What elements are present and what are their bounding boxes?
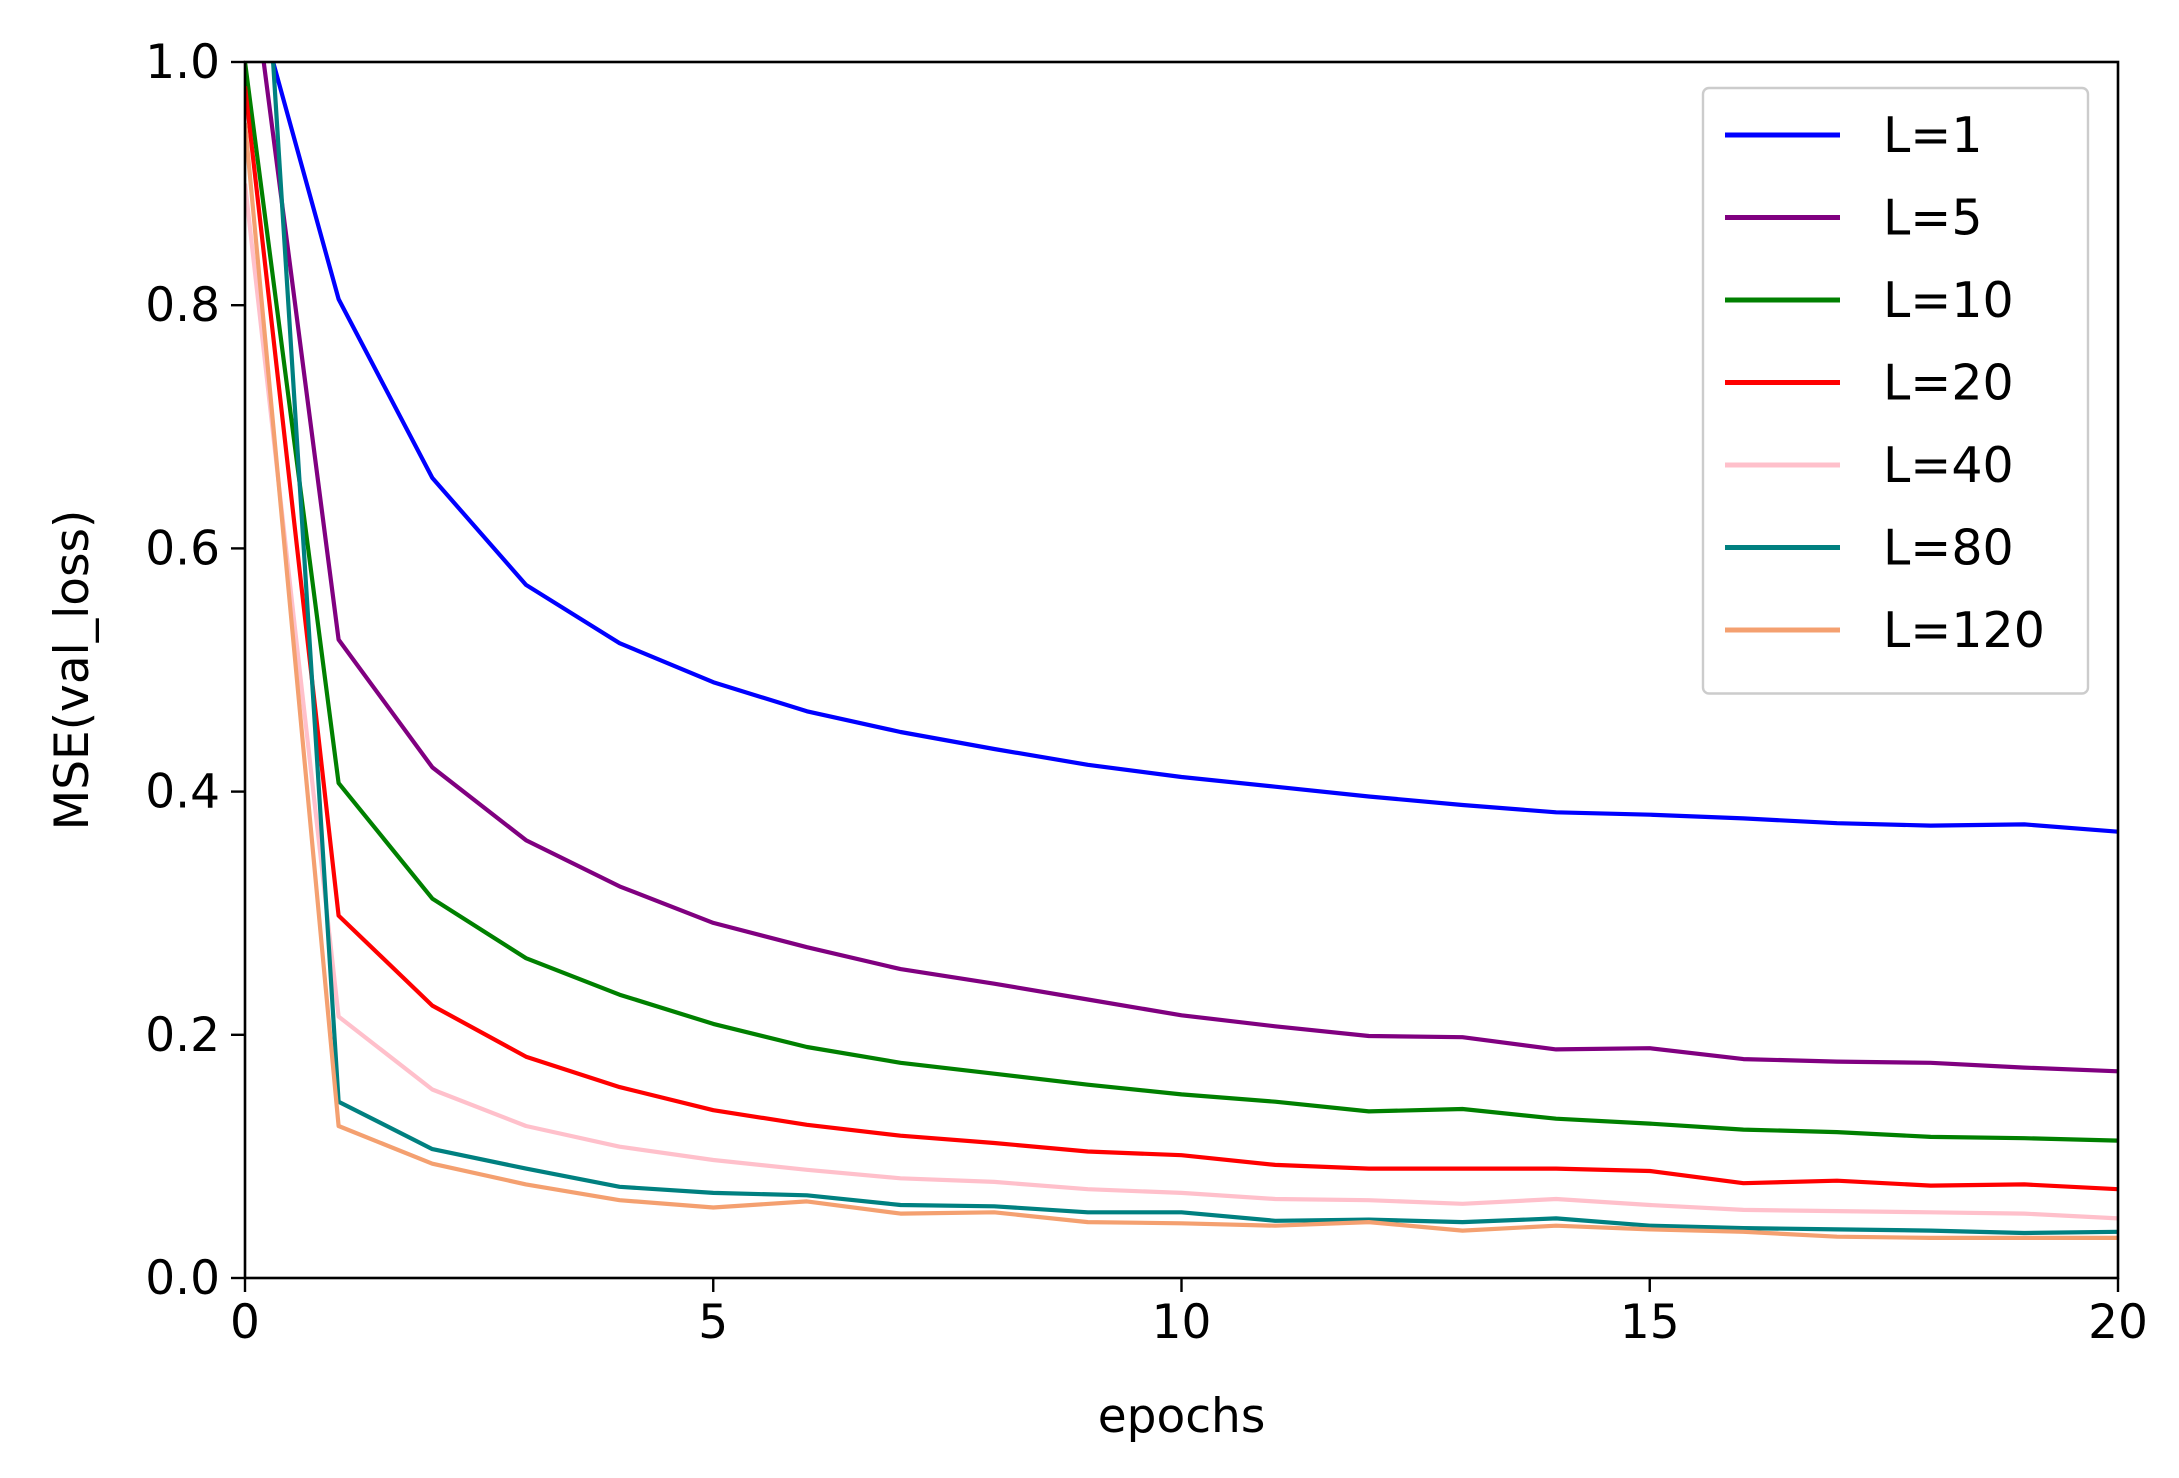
legend-label: L=20: [1883, 355, 2014, 412]
legend-label: L=5: [1883, 190, 1983, 247]
x-tick-label: 20: [2088, 1295, 2148, 1350]
legend-label: L=1: [1883, 107, 1983, 164]
series-line-6: [245, 122, 2118, 1240]
y-tick-label: 0.8: [145, 278, 220, 333]
x-tick-label: 15: [1620, 1295, 1680, 1350]
y-axis-label: MSE(val_loss): [45, 510, 100, 831]
y-tick-label: 0.0: [145, 1251, 220, 1306]
y-tick-label: 1.0: [145, 35, 220, 90]
series-layer: [245, 62, 2118, 1240]
series-line-5: [271, 62, 2118, 1236]
legend-label: L=120: [1883, 602, 2045, 659]
legend-label: L=10: [1883, 272, 2014, 329]
x-axis-label: epochs: [1098, 1389, 1266, 1444]
series-line-3: [245, 86, 2118, 1192]
x-tick-label: 10: [1152, 1295, 1212, 1350]
x-tick-label: 5: [698, 1295, 728, 1350]
series-line-4: [245, 183, 2118, 1221]
legend-label: L=80: [1883, 520, 2014, 577]
series-line-0: [271, 62, 2118, 834]
series-line-2: [245, 62, 2118, 1143]
y-tick-label: 0.6: [145, 521, 220, 576]
legend-box: [1701, 86, 2090, 695]
series-line-1: [261, 62, 2118, 1074]
axis-layer: 0 5 10 15 20 0.0 0.2 0.4 0.6 0.8 1.0: [145, 35, 2148, 1350]
y-tick-label: 0.4: [145, 765, 220, 820]
y-tick-label: 0.2: [145, 1008, 220, 1063]
x-tick-label: 0: [230, 1295, 260, 1350]
legend-label: L=40: [1883, 437, 2014, 494]
legend: L=1 L=5 L=10 L=20 L=40 L=80 L=120: [1701, 86, 2090, 695]
